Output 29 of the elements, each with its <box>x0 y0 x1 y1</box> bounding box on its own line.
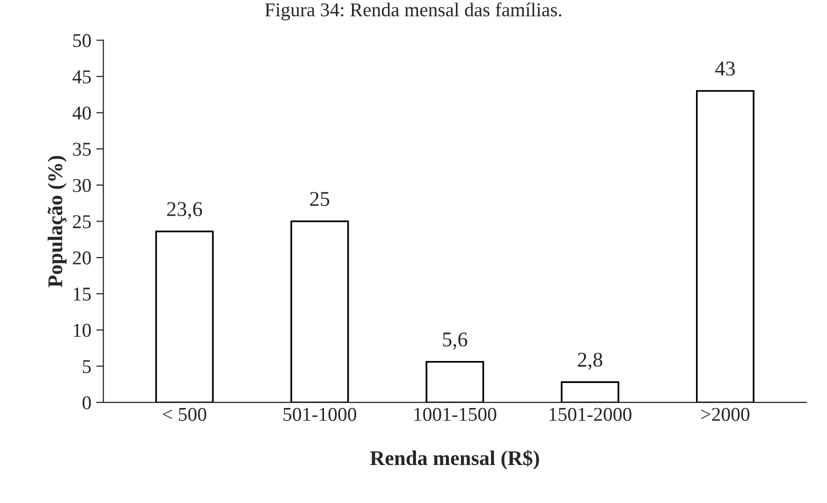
y-tick-label: 30 <box>73 178 91 192</box>
x-tick-label: < 500 <box>162 408 206 421</box>
x-tick-label: >2000 <box>701 408 750 421</box>
y-tick-label: 15 <box>74 288 91 301</box>
y-tick-label: 35 <box>73 142 91 156</box>
y-tick-label: 45 <box>72 70 91 84</box>
y-tick-label: 5 <box>82 360 91 374</box>
y-tick-label: 50 <box>73 34 91 48</box>
bar <box>560 381 620 402</box>
data-label: 5,6 <box>443 332 468 350</box>
bar <box>696 90 754 402</box>
x-tick-label: 501-1000 <box>284 408 356 421</box>
y-tick-label: 0 <box>82 396 91 410</box>
data-label: 43 <box>715 62 735 76</box>
y-tick-label: 10 <box>74 324 91 337</box>
data-label: 25 <box>310 192 330 206</box>
x-tick-label: 1501-2000 <box>550 408 632 421</box>
y-tick-label: 40 <box>72 106 91 120</box>
x-axis-title: Renda mensal (R$) <box>370 450 540 470</box>
data-label: 23,6 <box>167 202 202 220</box>
chart-title: Figura 34: Renda mensal das famílias. <box>265 2 562 20</box>
data-label: 2,8 <box>578 352 602 370</box>
y-axis-title: População (%) <box>48 156 67 288</box>
bar <box>290 220 349 402</box>
x-tick-label: 1001-1500 <box>414 408 496 421</box>
bar <box>155 230 214 402</box>
y-tick-label: 20 <box>72 251 91 264</box>
bar <box>426 361 484 402</box>
y-tick-label: 25 <box>72 215 91 228</box>
